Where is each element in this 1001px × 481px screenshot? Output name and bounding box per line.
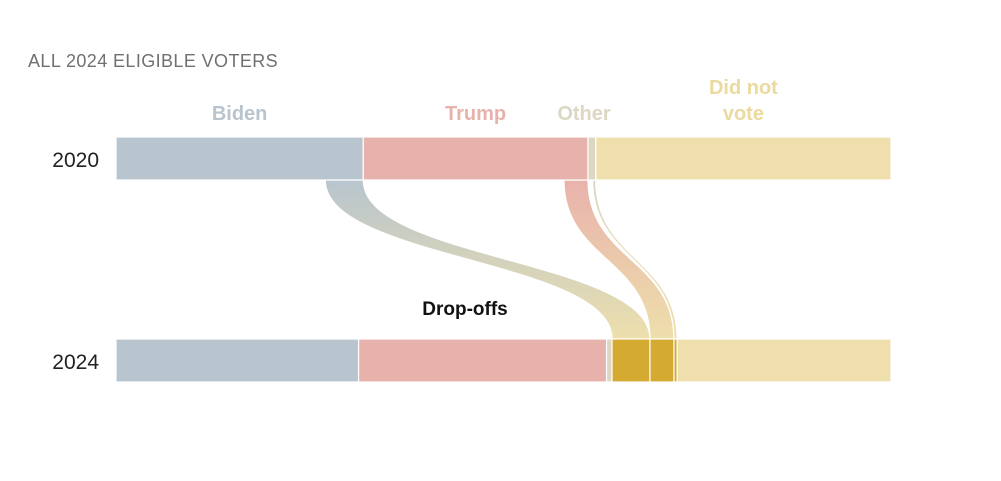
category-label-trump: Trump: [445, 103, 506, 125]
chart-subtitle: ALL 2024 ELIGIBLE VOTERS: [28, 51, 278, 71]
year-label-2024: 2024: [52, 351, 99, 374]
bar-segment-2024-dropoff-biden: [611, 338, 651, 383]
category-label-did-not-vote: Did not vote: [709, 77, 778, 125]
bar-segment-2024-trump: [357, 338, 608, 383]
bar-segment-2024-did-not-vote: [676, 338, 892, 383]
bar-segment-2020-biden: [115, 136, 364, 181]
bar-segment-2024-dropoff-trump: [649, 338, 675, 383]
stacked-bars: [115, 136, 892, 383]
category-label-other: Other: [557, 103, 611, 125]
year-label-2020: 2020: [52, 149, 99, 172]
dropoffs-annotation: Drop-offs: [422, 299, 507, 320]
bar-segment-2024-other: [605, 338, 613, 383]
bar-segment-2020-trump: [362, 136, 589, 181]
category-labels: Biden Trump Other Did not vote: [212, 77, 778, 125]
year-labels: 2020 2024: [52, 149, 99, 374]
bar-segment-2020-other: [587, 136, 597, 181]
bar-segment-2020-did-not-vote: [595, 136, 892, 181]
bar-segment-2024-biden: [115, 338, 360, 383]
category-label-biden: Biden: [212, 103, 268, 125]
